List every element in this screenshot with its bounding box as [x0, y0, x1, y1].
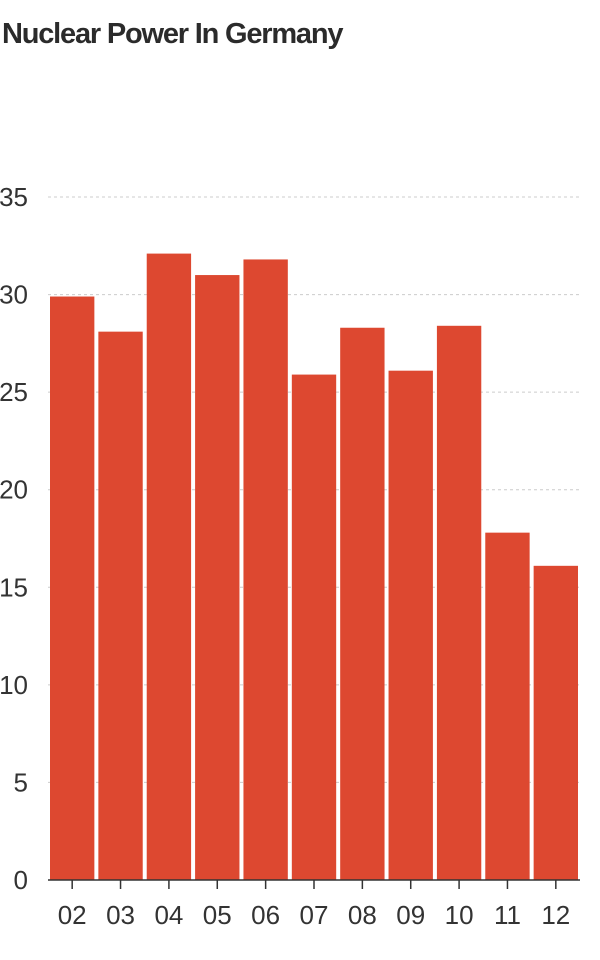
- bar-02: [50, 296, 95, 881]
- y-tick-label: 35: [0, 182, 28, 212]
- bar-07: [291, 374, 337, 880]
- y-tick-label: 25: [0, 377, 28, 407]
- x-tick-label: 04: [154, 900, 183, 930]
- x-axis: 02 03 04 05 06 07 08 09 10 11 12: [48, 879, 580, 930]
- x-tick-label: 12: [541, 900, 570, 930]
- y-tick-label: 15: [0, 572, 28, 602]
- y-tick-label: 0: [14, 865, 28, 895]
- bar-12: [533, 565, 578, 880]
- chart-title: Nuclear Power In Germany: [2, 18, 343, 50]
- x-tick-label: 07: [300, 900, 329, 930]
- x-tick-label: 10: [445, 900, 474, 930]
- y-axis-ticks: 0 5 10 15 20 25 30 35: [0, 182, 28, 895]
- x-tick-label: 11: [494, 900, 521, 930]
- y-tick-label: 10: [0, 670, 28, 700]
- x-tick-label: 03: [106, 900, 135, 930]
- bar-05: [195, 275, 240, 880]
- x-tick-label: 09: [396, 900, 425, 930]
- y-tick-label: 30: [0, 280, 28, 310]
- bar-04: [146, 253, 192, 880]
- y-tick-label: 20: [0, 475, 28, 505]
- x-tick-label: 06: [251, 900, 280, 930]
- bar-10: [436, 325, 482, 880]
- bar-08: [340, 327, 385, 880]
- x-tick-label: 05: [203, 900, 232, 930]
- bars: [50, 253, 578, 881]
- bar-11: [485, 532, 530, 880]
- x-tick-label: 02: [58, 900, 87, 930]
- y-tick-label: 5: [14, 767, 28, 797]
- bar-06: [243, 259, 288, 881]
- x-tick-label: 08: [348, 900, 377, 930]
- bar-09: [388, 370, 433, 880]
- bar-03: [98, 331, 143, 880]
